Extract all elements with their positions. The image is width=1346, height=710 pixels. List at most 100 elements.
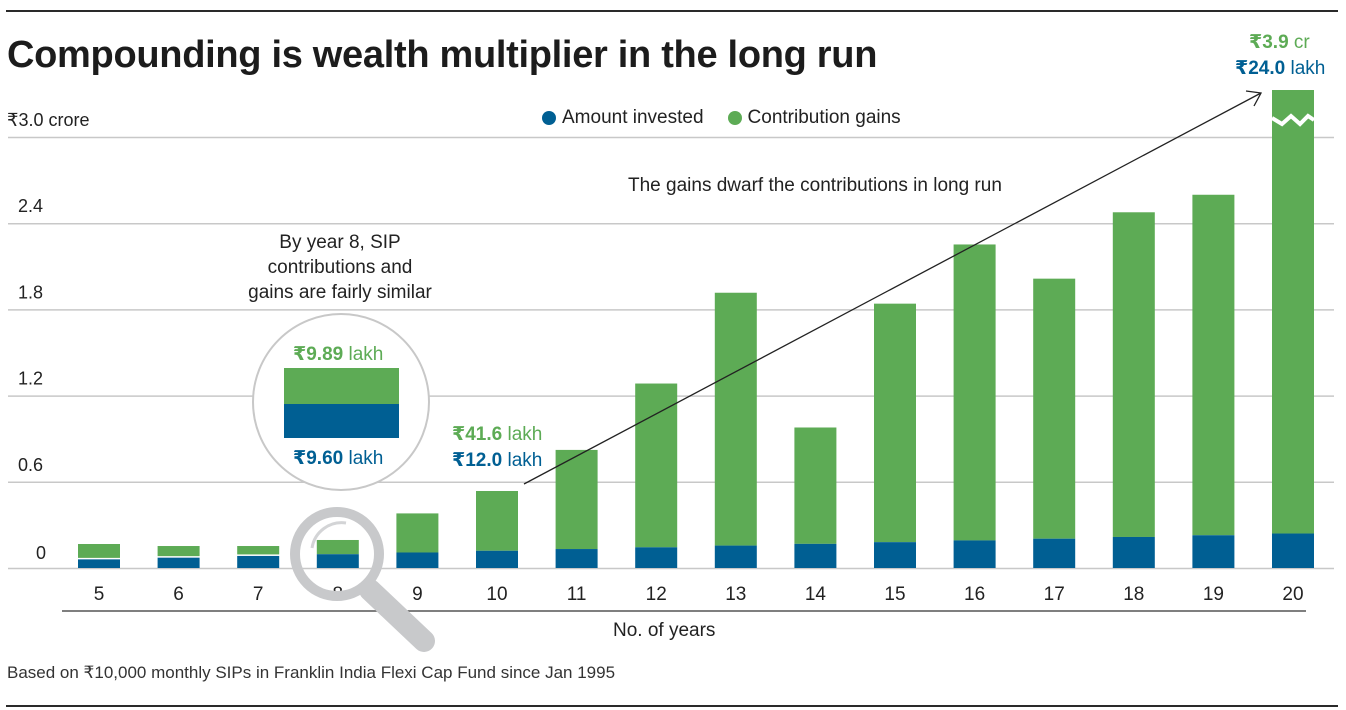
bar-year-16 [953, 244, 996, 568]
year20-gains-unit: cr [1293, 32, 1310, 53]
magnifying-glass-icon [290, 507, 435, 652]
bar-invested [794, 543, 837, 568]
top-rule [6, 10, 1338, 12]
x-tick-label: 7 [253, 584, 264, 605]
bar-gains [1112, 212, 1155, 537]
legend-item-invested: Amount invested [542, 107, 704, 129]
bar-year-14 [794, 427, 837, 568]
bar-invested [396, 552, 439, 568]
x-tick-label: 10 [486, 584, 507, 605]
bar-year-10 [476, 490, 518, 568]
x-tick-label: 18 [1123, 584, 1144, 605]
y-tick-label: 2.4 [18, 196, 43, 216]
year8-invested-label: ₹9.60 lakh [293, 447, 383, 470]
year20-invested-label: ₹24.0 lakh [1235, 57, 1325, 80]
bar-invested [874, 542, 916, 568]
bar-invested [555, 549, 598, 568]
bar-invested [1112, 536, 1155, 568]
long-run-note: The gains dwarf the contributions in lon… [628, 175, 1002, 196]
bar-gains [953, 244, 996, 541]
bar-invested [78, 559, 120, 568]
y-tick-label: 1.8 [18, 282, 43, 302]
year20-gains-label: ₹3.9 cr [1249, 31, 1310, 54]
x-tick-label: 6 [173, 584, 184, 605]
bar-invested [953, 540, 996, 568]
year8-note-line-3: gains are fairly similar [248, 282, 432, 303]
x-tick-label: 19 [1203, 584, 1224, 605]
bar-year-19 [1192, 194, 1235, 568]
y-tick-labels: 0 0.6 1.2 1.8 2.4 ₹3.0 crore [7, 110, 90, 563]
year8-invested-amount: ₹9.60 [293, 448, 344, 469]
footnote: Based on ₹10,000 monthly SIPs in Frankli… [7, 663, 616, 682]
bar-gains [555, 449, 598, 550]
year10-gains-unit: lakh [507, 424, 543, 445]
trend-arrow-line [523, 92, 1262, 485]
year8-note: By year 8, SIP contributions and gains a… [220, 230, 460, 305]
legend-label-invested: Amount invested [562, 107, 704, 128]
bar-gains [714, 292, 757, 546]
year10-invested-label: ₹12.0 lakh [452, 449, 542, 472]
x-tick-label: 12 [646, 584, 667, 605]
legend: Amount invested Contribution gains [542, 107, 901, 129]
year20-gains-amount: ₹3.9 [1249, 32, 1289, 53]
zoom-bar-gains [284, 368, 399, 404]
x-tick-label: 17 [1044, 584, 1065, 605]
bar-invested [1192, 535, 1235, 568]
bar-gains [476, 490, 518, 551]
bar-invested [316, 554, 359, 568]
year8-note-line-1: By year 8, SIP [279, 232, 401, 253]
bar-gains [635, 383, 678, 548]
year8-invested-unit: lakh [348, 448, 384, 469]
x-axis-title: No. of years [613, 620, 716, 641]
bar-gains [1272, 90, 1314, 534]
magnifier [252, 313, 435, 652]
x-tick-label: 15 [884, 584, 905, 605]
bar-invested [635, 547, 678, 568]
y-tick-label: ₹3.0 crore [7, 110, 90, 130]
x-tick-label: 14 [805, 584, 827, 605]
year10-invested-unit: lakh [507, 450, 543, 471]
bar-gains [78, 544, 120, 558]
y-tick-label: 1.2 [18, 369, 43, 389]
year10-gains-amount: ₹41.6 [452, 424, 503, 445]
bar-year-15 [874, 303, 916, 568]
year20-invested-amount: ₹24.0 [1235, 58, 1286, 79]
zoom-bar-invested [284, 404, 399, 438]
x-tick-label: 5 [94, 584, 105, 605]
bar-year-8 [316, 539, 359, 568]
bar-year-5 [78, 544, 120, 568]
bar-invested [714, 545, 757, 568]
x-tick-label: 16 [964, 584, 985, 605]
bottom-rule [6, 705, 1338, 707]
bar-invested [1272, 533, 1314, 568]
axis-break-icon [1270, 113, 1316, 127]
trend-arrow-head-icon [1245, 90, 1263, 107]
legend-label-gains: Contribution gains [747, 107, 901, 128]
legend-dot-gains-icon [727, 111, 742, 125]
bar-invested [476, 550, 518, 568]
x-tick-label: 20 [1282, 584, 1303, 605]
year20-invested-unit: lakh [1290, 58, 1326, 79]
bar-gains [316, 539, 359, 555]
bar-year-20 [1270, 90, 1316, 568]
trend-arrow [523, 90, 1263, 485]
bar-gains [237, 546, 280, 555]
bar-year-9 [396, 513, 439, 568]
bar-gains [794, 427, 837, 544]
year8-note-line-2: contributions and [267, 257, 413, 278]
bar-gains [1192, 194, 1235, 536]
x-tick-label: 11 [567, 584, 587, 605]
bar-gains [1033, 278, 1076, 539]
bar-year-18 [1112, 212, 1155, 568]
bar-year-12 [635, 383, 678, 568]
bars [78, 90, 1316, 568]
x-tick-label: 13 [725, 584, 746, 605]
legend-dot-invested-icon [542, 111, 556, 125]
bar-year-7 [237, 546, 280, 568]
year8-gains-label: ₹9.89 lakh [293, 343, 383, 366]
bar-gains [157, 546, 200, 557]
bar-invested [237, 555, 280, 568]
bar-invested [1033, 538, 1076, 568]
year10-gains-label: ₹41.6 lakh [452, 423, 542, 446]
